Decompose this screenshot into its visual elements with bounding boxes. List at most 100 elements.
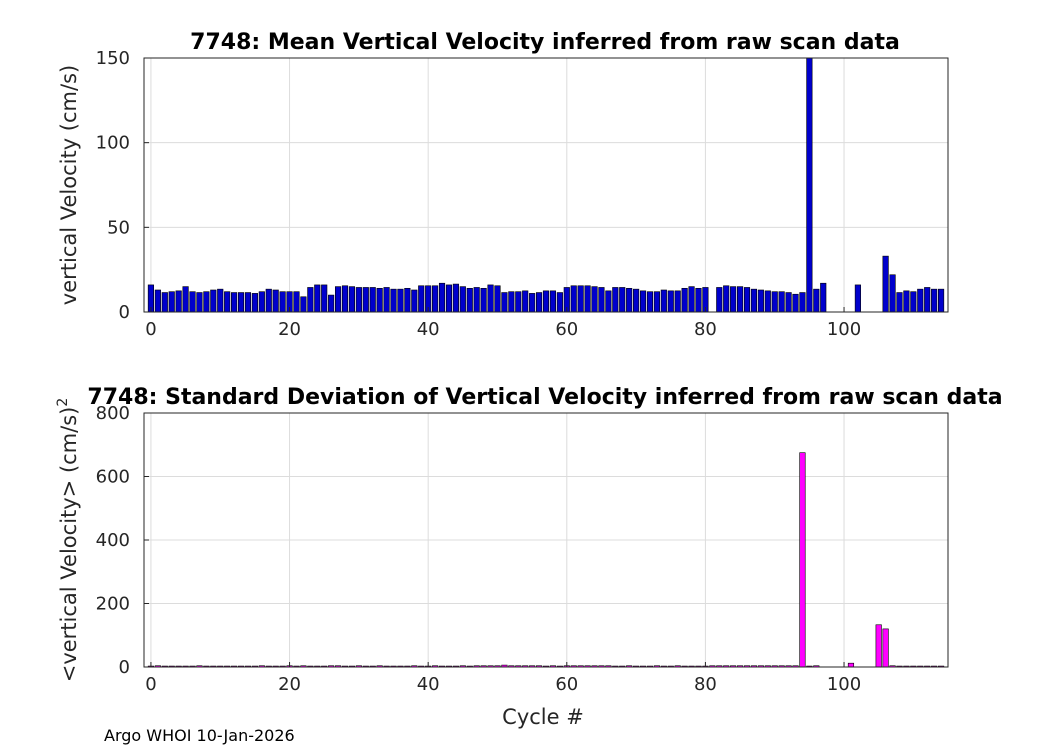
- x-tick-label: 20: [278, 674, 301, 695]
- x-tick-label: 0: [145, 319, 156, 340]
- bar: [667, 290, 674, 313]
- bar: [903, 290, 910, 313]
- bar: [549, 290, 557, 313]
- bar: [792, 293, 799, 313]
- bar: [321, 284, 328, 313]
- bar: [931, 288, 938, 313]
- bar: [653, 291, 660, 313]
- stddev-velocity-chart: 7748: Standard Deviation of Vertical Vel…: [55, 385, 1003, 729]
- bar: [820, 282, 827, 313]
- bar: [535, 292, 543, 313]
- bar: [910, 291, 917, 313]
- bar: [348, 286, 356, 313]
- bar: [445, 284, 453, 313]
- bar-series: [147, 57, 945, 313]
- y-tick-label: 200: [96, 594, 130, 615]
- bar: [438, 282, 446, 313]
- bar: [258, 291, 265, 313]
- bar: [639, 290, 647, 313]
- bar: [265, 288, 272, 313]
- bar: [293, 291, 300, 313]
- bar: [716, 287, 723, 313]
- bar: [341, 285, 349, 313]
- footer-credit: Argo WHOI 10-Jan-2026: [104, 726, 295, 745]
- bar: [473, 287, 480, 313]
- y-tick-label: 800: [96, 403, 130, 424]
- bar: [757, 289, 764, 313]
- bar: [882, 255, 889, 313]
- bar: [217, 288, 224, 313]
- bar: [612, 287, 619, 313]
- bar: [314, 284, 321, 313]
- bar: [501, 292, 508, 313]
- grid: [144, 412, 948, 668]
- grid: [144, 57, 948, 313]
- bar: [272, 289, 279, 313]
- bar: [924, 287, 931, 313]
- plot-frame: [143, 57, 949, 313]
- y-axis-label: vertical Velocity (cm/s): [57, 65, 81, 305]
- bar: [660, 289, 667, 313]
- bar: [210, 289, 217, 313]
- bar: [896, 292, 903, 313]
- x-axis-label: Cycle #: [502, 705, 584, 729]
- bar: [328, 294, 335, 313]
- bar: [778, 291, 785, 313]
- bar: [584, 285, 591, 313]
- bar: [577, 285, 584, 313]
- bar: [736, 286, 744, 313]
- bar-series: [147, 452, 945, 668]
- y-tick-label: 600: [96, 467, 130, 488]
- x-tick-label: 80: [694, 674, 717, 695]
- bar: [432, 285, 439, 313]
- bar: [882, 628, 889, 668]
- bar: [251, 293, 258, 313]
- bar: [522, 290, 529, 313]
- bar: [799, 452, 806, 668]
- bar: [383, 287, 390, 313]
- y-tick-label: 150: [96, 48, 130, 69]
- x-tick-label: 40: [417, 674, 440, 695]
- bar: [362, 287, 369, 313]
- bar: [556, 292, 563, 313]
- x-tick-label: 60: [555, 319, 578, 340]
- bar: [889, 274, 896, 313]
- bar: [847, 662, 855, 668]
- y-tick-label: 0: [119, 657, 130, 678]
- bar: [515, 291, 522, 313]
- bar: [376, 287, 383, 313]
- bar: [937, 288, 945, 313]
- bar: [750, 288, 758, 313]
- y-tick-label: 400: [96, 530, 130, 551]
- bar: [237, 292, 245, 313]
- x-tick-label: 100: [827, 319, 861, 340]
- bar: [730, 286, 737, 313]
- tick-labels: 0 20 40 60 80 100 0 50 100 150: [96, 48, 862, 340]
- y-tick-label: 0: [119, 302, 130, 323]
- bar: [695, 287, 702, 313]
- bar: [154, 289, 161, 313]
- bar: [334, 286, 342, 313]
- bar: [459, 286, 466, 313]
- bar: [411, 289, 418, 313]
- bar: [355, 287, 362, 313]
- y-axis-label-text: <vertical Velocity> (cm/s): [57, 407, 81, 683]
- x-tick-label: 0: [145, 674, 156, 695]
- bar: [452, 283, 459, 313]
- x-tick-label: 100: [827, 674, 861, 695]
- bar: [605, 290, 612, 313]
- bar: [633, 288, 640, 313]
- bar: [674, 290, 681, 313]
- y-tick-label: 100: [96, 133, 130, 154]
- bar: [279, 291, 286, 313]
- bar: [508, 291, 515, 313]
- bar: [529, 293, 536, 313]
- bar: [619, 287, 626, 313]
- bar: [161, 292, 168, 313]
- mean-velocity-chart: 7748: Mean Vertical Velocity inferred fr…: [57, 30, 949, 340]
- bar: [487, 284, 494, 313]
- bar: [771, 291, 778, 313]
- bar: [681, 287, 688, 313]
- bar: [203, 291, 210, 313]
